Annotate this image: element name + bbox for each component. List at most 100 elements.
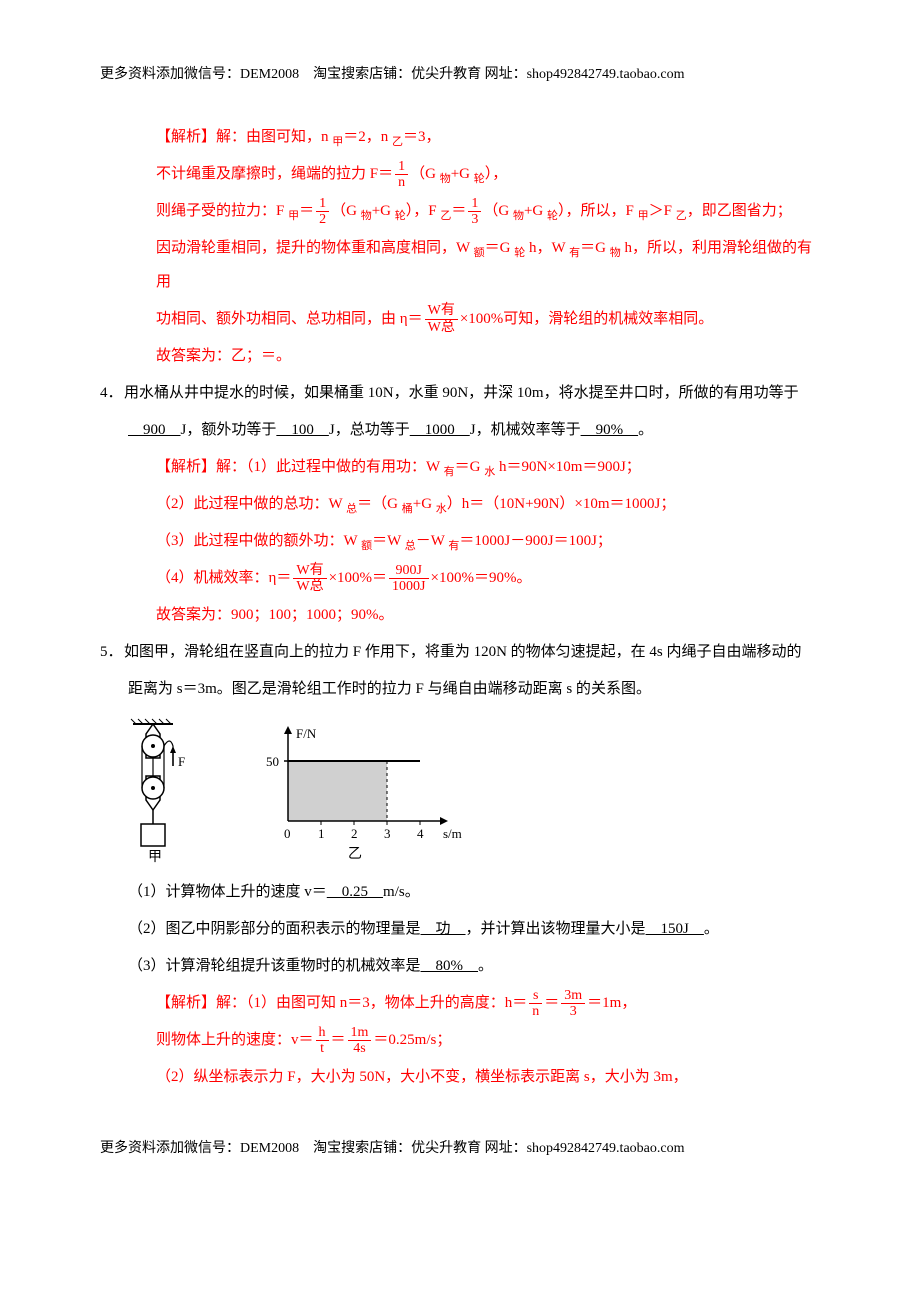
frac-den: 3 — [468, 212, 481, 227]
text: J，总功等于 — [329, 422, 410, 438]
text: ＝3， — [403, 129, 441, 145]
frac-den: 2 — [316, 212, 329, 227]
text: J，额外功等于 — [181, 422, 277, 438]
sub: 有 — [569, 247, 580, 259]
q5-sol1: 【解析】解：（1）由图可知 n＝3，物体上升的高度：h＝sn＝3m3＝1m， — [100, 987, 820, 1020]
text: ×100%可知，滑轮组的机械效率相同。 — [460, 311, 713, 327]
q3-sol-line5: 功相同、额外功相同、总功相同，由 η＝W有W总×100%可知，滑轮组的机械效率相… — [100, 303, 820, 336]
page-header: 更多资料添加微信号：DEM2008 淘宝搜索店铺：优尖升教育 网址：shop49… — [100, 60, 820, 91]
text: ＝G — [485, 240, 515, 256]
frac-num: s — [529, 988, 542, 1004]
sub: 物 — [361, 210, 372, 222]
text: ＝1m， — [587, 995, 636, 1011]
pulley-diagram: F 甲 — [128, 716, 188, 866]
frac-den: 1000J — [389, 579, 428, 594]
frac-den: W总 — [425, 320, 458, 335]
q5-stem-l2: 距离为 s＝3m。图乙是滑轮组工作时的拉力 F 与绳自由端移动距离 s 的关系图… — [100, 673, 820, 706]
text: +G — [413, 496, 436, 512]
blank: 0.25 — [327, 884, 383, 900]
question-number: 4． — [100, 377, 124, 410]
text: J，机械效率等于 — [470, 422, 581, 438]
text: h，W — [525, 240, 569, 256]
svg-text:0: 0 — [284, 826, 291, 841]
text: ＝G — [455, 459, 485, 475]
q5-part2: （2）图乙中阴影部分的面积表示的物理量是 功 ，并计算出该物理量大小是 150J… — [100, 913, 820, 946]
sub: 水 — [484, 466, 495, 478]
text: ，并计算出该物理量大小是 — [466, 921, 646, 937]
text: 。 — [704, 921, 719, 937]
text: （2）此过程中做的总功：W — [156, 496, 346, 512]
q4-sol4: （4）机械效率：η＝W有W总×100%＝900J1000J×100%＝90%。 — [100, 562, 820, 595]
q3-sol-line1: 【解析】解：由图可知，n 甲＝2，n 乙＝3， — [100, 121, 820, 154]
svg-text:4: 4 — [417, 826, 424, 841]
text: （G — [410, 166, 440, 182]
q3-answer: 故答案为：乙；＝。 — [100, 340, 820, 373]
svg-text:3: 3 — [384, 826, 391, 841]
frac-den: W总 — [293, 579, 326, 594]
text: h＝90N×10m＝900J； — [495, 459, 641, 475]
text: ＝ — [451, 203, 466, 219]
text: 功相同、额外功相同、总功相同，由 η＝ — [156, 311, 423, 327]
frac-num: W有 — [425, 303, 458, 319]
text: （1）计算物体上升的速度 v＝ — [128, 884, 327, 900]
text: 。 — [478, 958, 493, 974]
q4-sol3: （3）此过程中做的额外功：W 额＝W 总－W 有＝1000J－900J＝100J… — [100, 525, 820, 558]
text: ×100%＝90%。 — [431, 570, 532, 586]
q4-answer: 故答案为：900；100；1000；90%。 — [100, 599, 820, 632]
q3-sol-line3: 则绳子受的拉力：F 甲＝12（G 物+G 轮），F 乙＝13（G 物+G 轮），… — [100, 195, 820, 228]
blank: 900 — [128, 422, 181, 438]
frac-den: n — [395, 175, 408, 190]
text: （3）此过程中做的额外功：W — [156, 533, 361, 549]
text: ）h＝（10N+90N）×10m＝1000J； — [447, 496, 676, 512]
frac-den: t — [316, 1041, 329, 1056]
text: ×100%＝ — [329, 570, 387, 586]
blank: 1000 — [410, 422, 470, 438]
text: +G — [524, 203, 547, 219]
text: 因动滑轮重相同，提升的物体重和高度相同，W — [156, 240, 474, 256]
frac-num: 3m — [561, 988, 585, 1004]
frac-den: 3 — [561, 1004, 585, 1019]
text: ＝0.25m/s； — [373, 1032, 451, 1048]
text: ），F — [406, 203, 441, 219]
force-label: F — [178, 754, 185, 769]
text: ＝G — [580, 240, 610, 256]
sub: 有 — [444, 466, 455, 478]
text: 如图甲，滑轮组在竖直向上的拉力 F 作用下，将重为 120N 的物体匀速提起，在… — [124, 644, 802, 660]
text: +G — [451, 166, 474, 182]
text: 。 — [638, 422, 653, 438]
text: 【解析】解：（1）由图可知 n＝3，物体上升的高度：h＝ — [156, 995, 527, 1011]
text: ＝ — [544, 995, 559, 1011]
text: ＝W — [372, 533, 405, 549]
text: ＝ — [299, 203, 314, 219]
text: ＝ — [331, 1032, 346, 1048]
text: ，即乙图省力； — [687, 203, 792, 219]
frac-num: 1 — [316, 196, 329, 212]
text: 则绳子受的拉力：F — [156, 203, 288, 219]
sub: 水 — [436, 503, 447, 515]
sub: 额 — [361, 540, 372, 552]
frac-num: W有 — [293, 563, 326, 579]
sub: 总 — [405, 540, 416, 552]
svg-text:2: 2 — [351, 826, 358, 841]
q4-sol2: （2）此过程中做的总功：W 总＝（G 桶+G 水）h＝（10N+90N）×10m… — [100, 488, 820, 521]
text: 【解析】解：由图可知，n — [156, 129, 332, 145]
text: ＞F — [649, 203, 676, 219]
text: （G — [483, 203, 513, 219]
xlabel: s/m — [443, 826, 462, 841]
ytick: 50 — [266, 754, 279, 769]
sub: 轮 — [514, 247, 525, 259]
text: －W — [416, 533, 449, 549]
q4-sol1: 【解析】解：（1）此过程中做的有用功：W 有＝G 水 h＝90N×10m＝900… — [100, 451, 820, 484]
text: （G — [331, 203, 361, 219]
sub: 乙 — [440, 210, 451, 222]
blank: 100 — [276, 422, 329, 438]
sub: 乙 — [676, 210, 687, 222]
text: 【解析】解：（1）此过程中做的有用功：W — [156, 459, 444, 475]
text: （2）图乙中阴影部分的面积表示的物理量是 — [128, 921, 421, 937]
fig-label-yi: 乙 — [348, 846, 362, 862]
text: ），所以，F — [558, 203, 638, 219]
blank: 150J — [646, 921, 704, 937]
q3-sol-line2: 不计绳重及摩擦时，绳端的拉力 F＝1n（G 物+G 轮）， — [100, 158, 820, 191]
q4-stem-cont: 900 J，额外功等于 100 J，总功等于 1000 J，机械效率等于 90%… — [100, 414, 820, 447]
svg-text:1: 1 — [318, 826, 325, 841]
